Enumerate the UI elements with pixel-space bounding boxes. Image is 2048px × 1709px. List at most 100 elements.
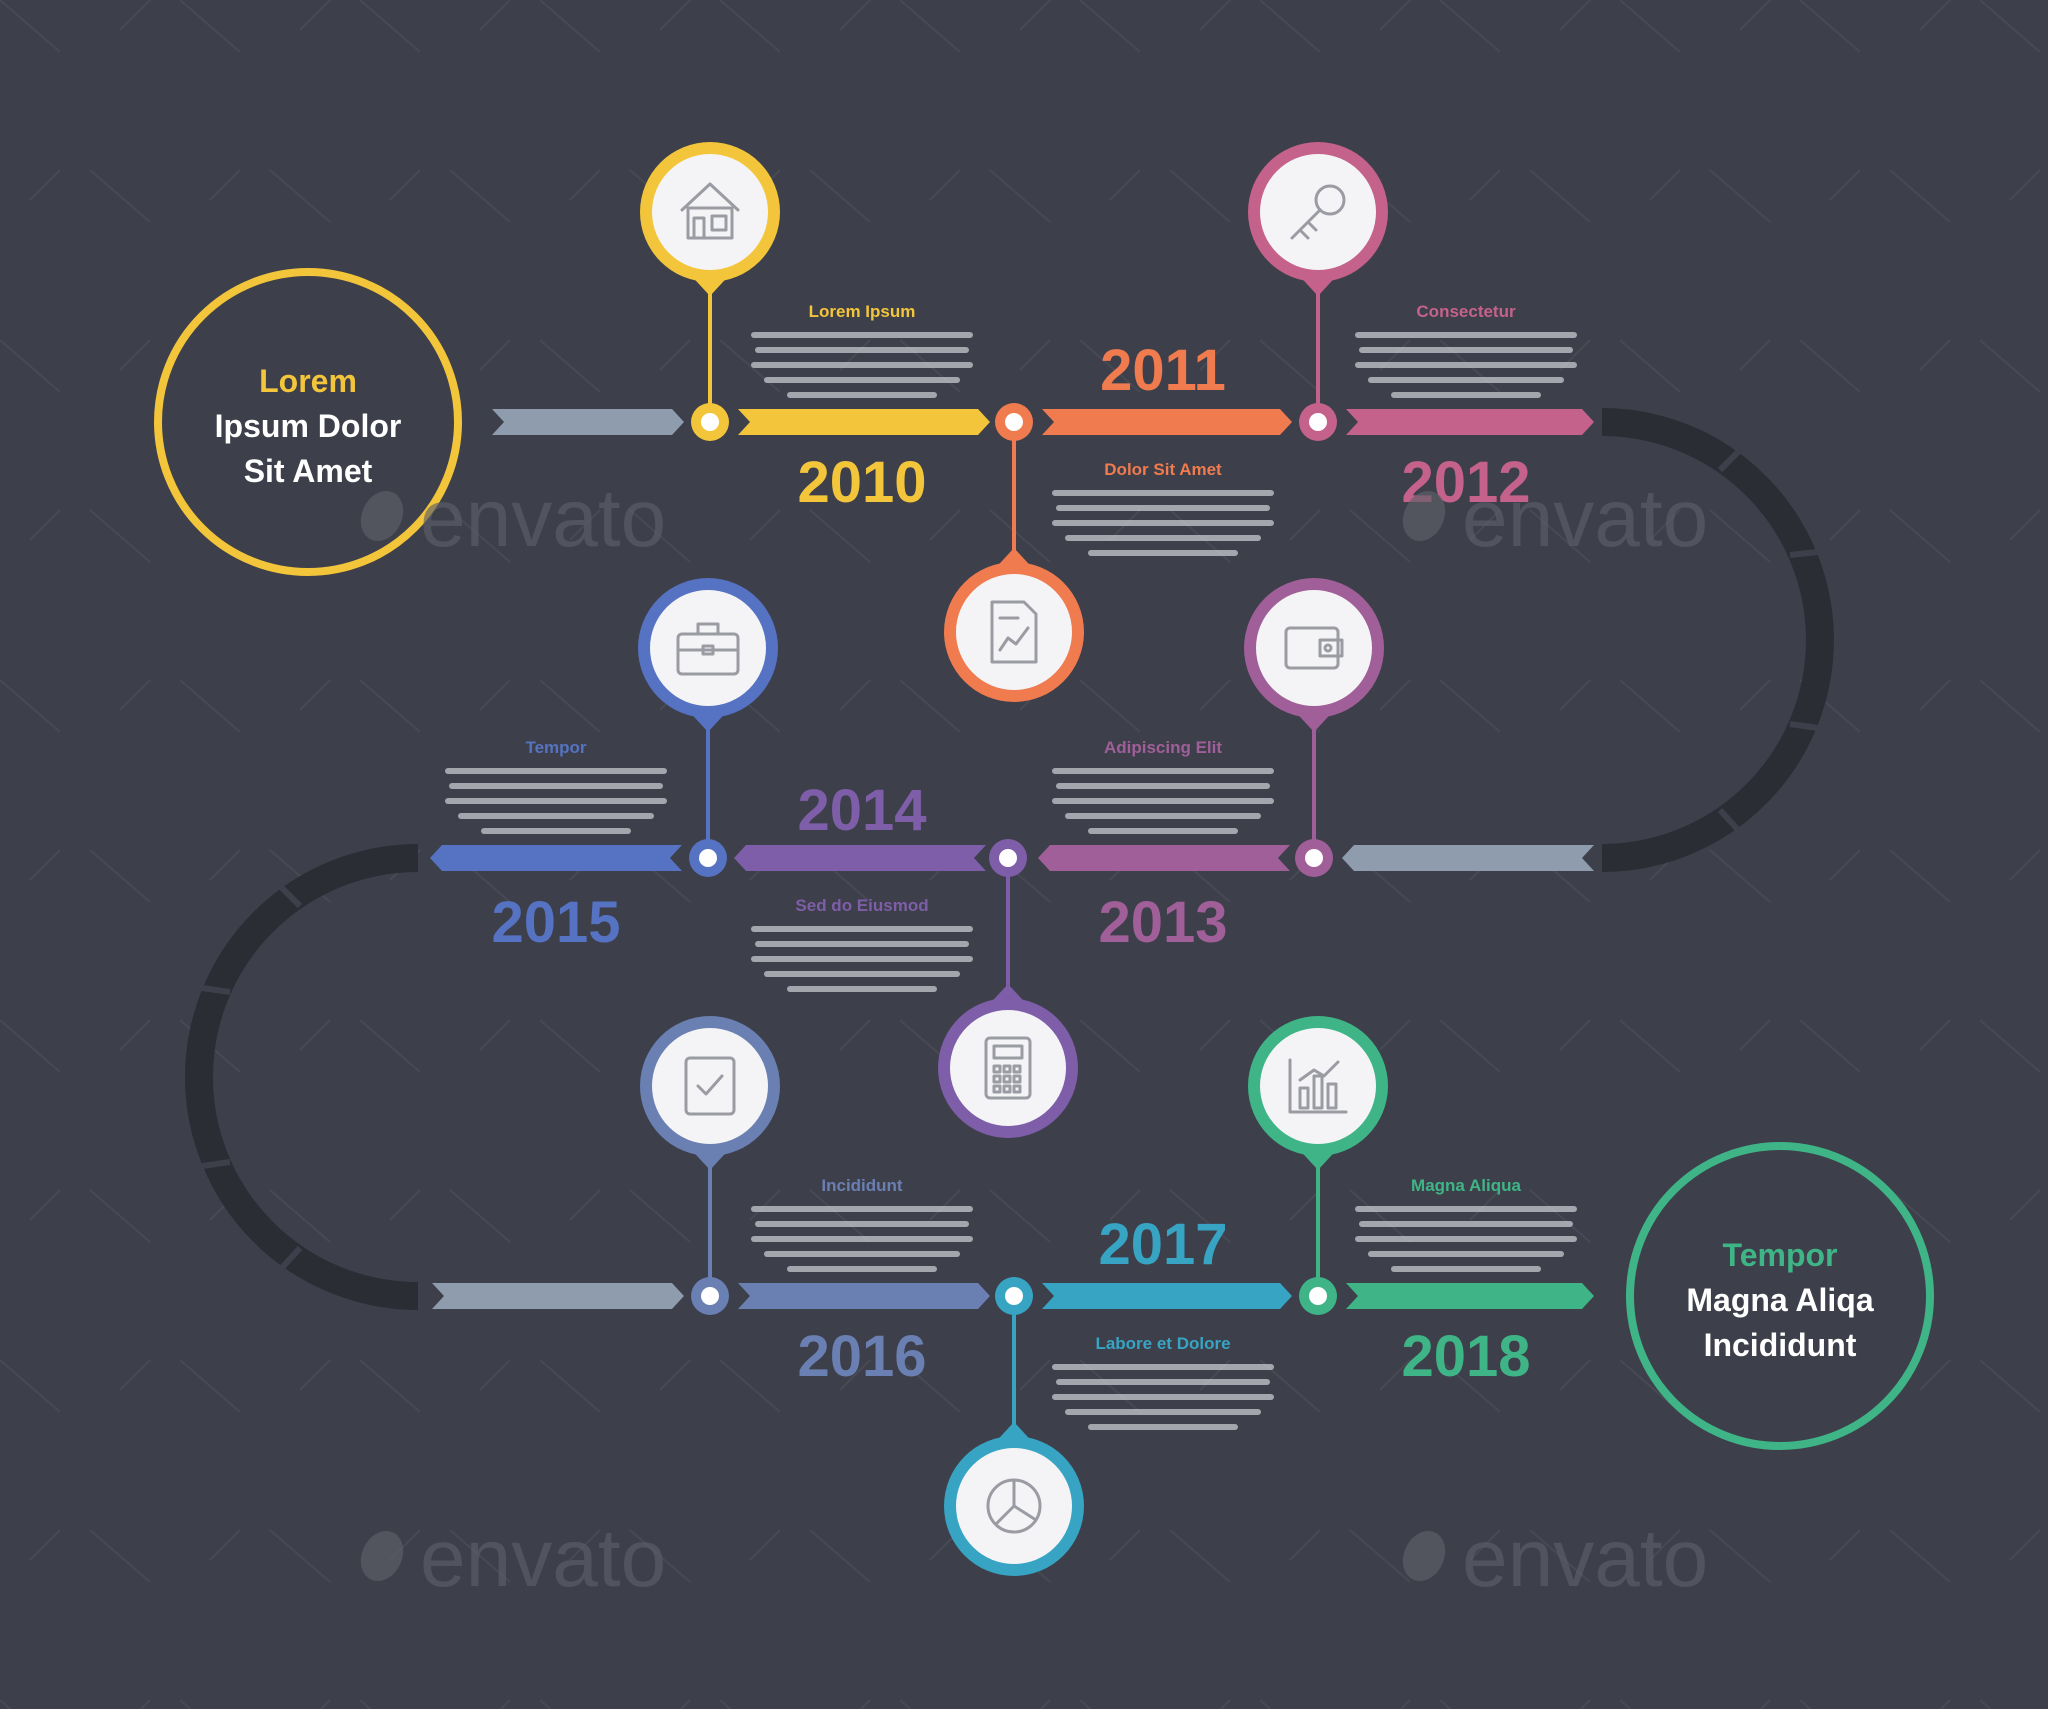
wallet-icon xyxy=(1284,626,1344,670)
end-badge-line1: Tempor xyxy=(1723,1237,1838,1273)
body-text-line xyxy=(1355,332,1577,338)
body-text-line xyxy=(1052,768,1274,774)
milestone-2014 xyxy=(938,839,1078,1138)
segment-2013 xyxy=(1038,845,1290,871)
body-text-line xyxy=(751,1206,973,1212)
key-icon xyxy=(1290,184,1346,240)
start-badge-line1: Lorem xyxy=(259,363,357,399)
year-2016: 2016 xyxy=(797,1324,926,1389)
body-text-line xyxy=(1391,392,1541,398)
body-text-line xyxy=(751,1236,973,1242)
body-text-line xyxy=(1065,813,1261,819)
road-curve-left xyxy=(185,844,419,1310)
segment-2010 xyxy=(738,409,990,435)
body-text-line xyxy=(1359,1221,1573,1227)
segment-row3-gray xyxy=(432,1283,684,1309)
watermark-2: envato xyxy=(1402,473,1708,564)
calculator-icon xyxy=(984,1036,1032,1100)
body-text-line xyxy=(1052,490,1274,496)
watermark-3: envato xyxy=(360,1513,666,1604)
body-text-block xyxy=(751,926,973,992)
start-badge-line2: Ipsum Dolor xyxy=(215,408,402,444)
timeline-road xyxy=(185,408,1834,1310)
start-badge-line3: Sit Amet xyxy=(244,453,373,489)
pin-inner xyxy=(652,1028,768,1144)
milestone-2013 xyxy=(1244,578,1384,877)
svg-text:envato: envato xyxy=(1462,1513,1708,1604)
timeline-node-center xyxy=(699,849,717,867)
body-text-line xyxy=(445,798,667,804)
milestone-pins xyxy=(638,142,1388,1576)
body-text-line xyxy=(1088,1424,1238,1430)
svg-text:envato: envato xyxy=(420,473,666,564)
checklist-icon xyxy=(684,1056,736,1116)
body-text-block xyxy=(751,1206,973,1272)
milestone-2018 xyxy=(1248,1016,1388,1315)
watermarks: envato envato envato envato xyxy=(360,473,1708,1604)
end-badge-line3: Incididunt xyxy=(1704,1327,1857,1363)
milestone-2016 xyxy=(640,1016,780,1315)
body-text-line xyxy=(1391,1266,1541,1272)
end-badge-ring xyxy=(1626,1142,1934,1450)
milestone-2012 xyxy=(1248,142,1388,441)
title-2013: Adipiscing Elit xyxy=(1104,738,1222,757)
body-text-line xyxy=(445,768,667,774)
pin-inner xyxy=(650,590,766,706)
svg-text:envato: envato xyxy=(1462,473,1708,564)
body-text-line xyxy=(755,941,969,947)
segment-2012 xyxy=(1346,409,1594,435)
milestone-2010 xyxy=(640,142,780,441)
road-curve-right xyxy=(1601,408,1834,872)
body-text-line xyxy=(764,971,960,977)
end-badge-line2: Magna Aliqa xyxy=(1686,1282,1873,1318)
row-3-segments xyxy=(432,1283,1594,1309)
body-text-line xyxy=(1368,377,1564,383)
segment-2015 xyxy=(430,845,682,871)
body-text-line xyxy=(481,828,631,834)
body-text-block xyxy=(1052,768,1274,834)
body-text-block xyxy=(1355,1206,1577,1272)
body-text-line xyxy=(1056,783,1270,789)
document-chart-icon xyxy=(990,600,1038,664)
segment-2011 xyxy=(1042,409,1292,435)
title-2011: Dolor Sit Amet xyxy=(1104,460,1222,479)
milestone-2017 xyxy=(944,1277,1084,1576)
body-text-line xyxy=(751,362,973,368)
body-text-block xyxy=(445,768,667,834)
body-text-line xyxy=(1052,798,1274,804)
body-text-line xyxy=(449,783,663,789)
pin-inner xyxy=(1260,1028,1376,1144)
body-text-line xyxy=(1052,520,1274,526)
pin-inner xyxy=(1256,590,1372,706)
body-text-line xyxy=(787,986,937,992)
row-1-segments xyxy=(492,409,1594,435)
year-2010: 2010 xyxy=(797,450,926,515)
title-2018: Magna Aliqua xyxy=(1411,1176,1521,1195)
year-2011: 2011 xyxy=(1100,338,1226,403)
body-text-line xyxy=(1065,535,1261,541)
timeline-node-center xyxy=(999,849,1017,867)
title-2017: Labore et Dolore xyxy=(1095,1334,1230,1353)
milestone-body-text xyxy=(445,332,1577,1430)
body-text-line xyxy=(764,1251,960,1257)
year-2015: 2015 xyxy=(491,890,620,955)
pin-inner xyxy=(652,154,768,270)
body-text-block xyxy=(1052,490,1274,556)
year-2014: 2014 xyxy=(797,778,926,843)
body-text-line xyxy=(1355,362,1577,368)
title-2012: Consectetur xyxy=(1416,302,1516,321)
year-labels: 2010 2011 2012 2013 2014 2015 2016 2017 … xyxy=(491,338,1530,1389)
body-text-line xyxy=(1088,550,1238,556)
title-2014: Sed do Eiusmod xyxy=(795,896,928,915)
body-text-line xyxy=(1355,1206,1577,1212)
segment-2014 xyxy=(734,845,986,871)
body-text-line xyxy=(1368,1251,1564,1257)
segment-2017 xyxy=(1042,1283,1292,1309)
milestone-2015 xyxy=(638,578,778,877)
svg-text:envato: envato xyxy=(420,1513,666,1604)
body-text-line xyxy=(755,1221,969,1227)
body-text-line xyxy=(1056,1379,1270,1385)
body-text-line xyxy=(755,347,969,353)
